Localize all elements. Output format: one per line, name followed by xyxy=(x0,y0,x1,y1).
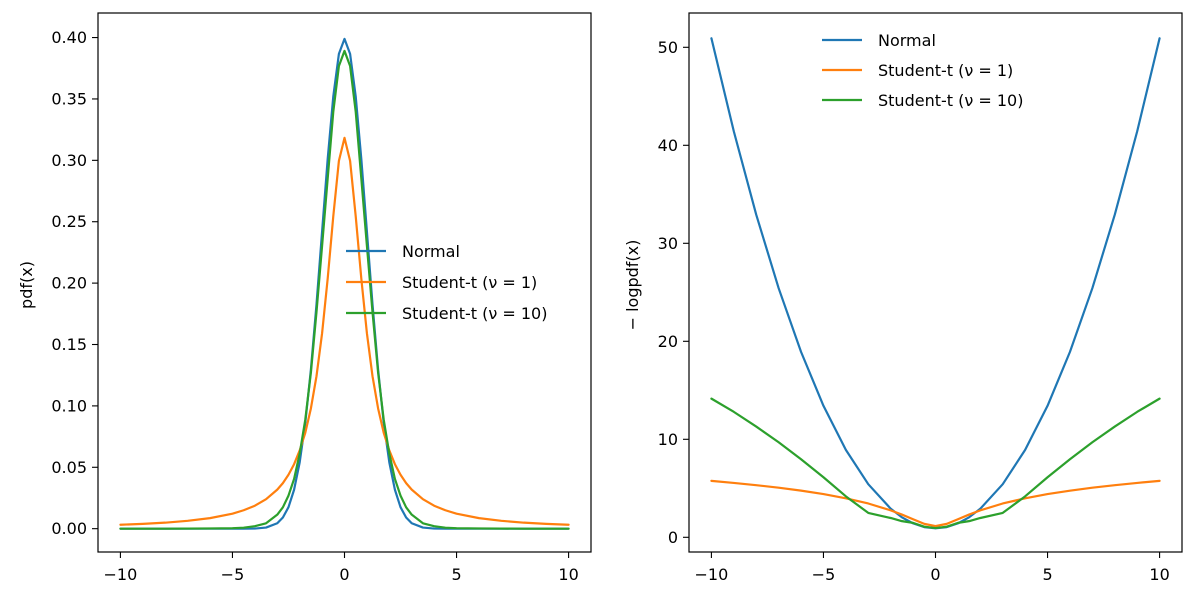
neg-logpdf-y-ticks: 0 10 20 30 40 50 xyxy=(658,38,689,547)
neg-logpdf-legend-label-student-t-1: Student-t (ν = 1) xyxy=(878,61,1013,80)
pdf-legend-label-student-t-1: Student-t (ν = 1) xyxy=(402,273,537,292)
neg-logpdf-series-student-t-10-line xyxy=(710,397,1161,530)
pdf-y-tick-label: 0.05 xyxy=(51,458,87,477)
neg-logpdf-legend-label-normal: Normal xyxy=(878,31,936,50)
neg-logpdf-x-tick-label: 10 xyxy=(1149,565,1169,584)
pdf-y-tick-label: 0.25 xyxy=(51,212,87,231)
neg-logpdf-x-tick-label: −5 xyxy=(812,565,836,584)
neg-logpdf-legend-label-student-t-10: Student-t (ν = 10) xyxy=(878,91,1023,110)
neg-logpdf-y-tick-label: 20 xyxy=(658,332,678,351)
neg-logpdf-y-tick-label: 30 xyxy=(658,234,678,253)
neg-logpdf-y-tick-label: 40 xyxy=(658,136,678,155)
neg-logpdf-y-axis-label: − logpdf(x) xyxy=(623,240,642,331)
neg-logpdf-y-tick-label: 50 xyxy=(658,38,678,57)
pdf-legend-label-student-t-10: Student-t (ν = 10) xyxy=(402,304,547,323)
pdf-legend: Normal Student-t (ν = 1) Student-t (ν = 10… xyxy=(346,242,547,323)
pdf-y-tick-label: 0.35 xyxy=(51,89,87,108)
neg-logpdf-x-tick-label: 0 xyxy=(930,565,940,584)
neg-logpdf-legend: Normal Student-t (ν = 1) Student-t (ν = 10… xyxy=(822,31,1023,110)
pdf-series-student-t-1-line xyxy=(119,136,570,526)
pdf-y-tick-label: 0.30 xyxy=(51,151,87,170)
pdf-x-tick-label: 5 xyxy=(451,565,461,584)
pdf-legend-label-normal: Normal xyxy=(402,242,460,261)
pdf-y-ticks: 0.00 0.05 0.10 0.15 0.20 0.25 0.30 0.35 0.40 xyxy=(51,28,98,538)
neg-logpdf-series-student-t-1-line xyxy=(710,479,1161,528)
pdf-y-tick-label: 0.10 xyxy=(51,396,87,415)
pdf-y-axis-label: pdf(x) xyxy=(17,261,36,309)
pdf-y-tick-label: 0.20 xyxy=(51,274,87,293)
pdf-series-normal-line xyxy=(119,37,570,530)
neg-logpdf-curves xyxy=(710,37,1161,530)
neg-logpdf-x-tick-label: 5 xyxy=(1042,565,1052,584)
pdf-y-tick-label: 0.00 xyxy=(51,519,87,538)
neg-logpdf-x-tick-label: −10 xyxy=(695,565,729,584)
pdf-y-tick-label: 0.15 xyxy=(51,335,87,354)
neg-logpdf-y-tick-label: 0 xyxy=(668,528,678,547)
neg-logpdf-y-tick-label: 10 xyxy=(658,430,678,449)
pdf-x-tick-label: −5 xyxy=(221,565,245,584)
pdf-panel: −10 −5 0 5 10 0.000.050.100.150.200.250.300.… xyxy=(17,12,592,584)
pdf-curves xyxy=(119,37,570,530)
pdf-x-tick-label: 10 xyxy=(558,565,578,584)
neg-logpdf-x-ticks: −10 −5 0 5 10 xyxy=(695,552,1170,584)
pdf-series-student-t-10-line xyxy=(119,49,570,530)
neg-logpdf-series-normal-line xyxy=(710,37,1161,530)
pdf-x-ticks: −10 −5 0 5 10 xyxy=(104,552,579,584)
pdf-y-tick-label: 0.40 xyxy=(51,28,87,47)
neg-logpdf-panel: −10 −5 0 5 10 0 10 20 30 40 50 − logpdf(x) Normal… xyxy=(623,12,1183,584)
pdf-x-tick-label: −10 xyxy=(104,565,138,584)
pdf-x-tick-label: 0 xyxy=(339,565,349,584)
